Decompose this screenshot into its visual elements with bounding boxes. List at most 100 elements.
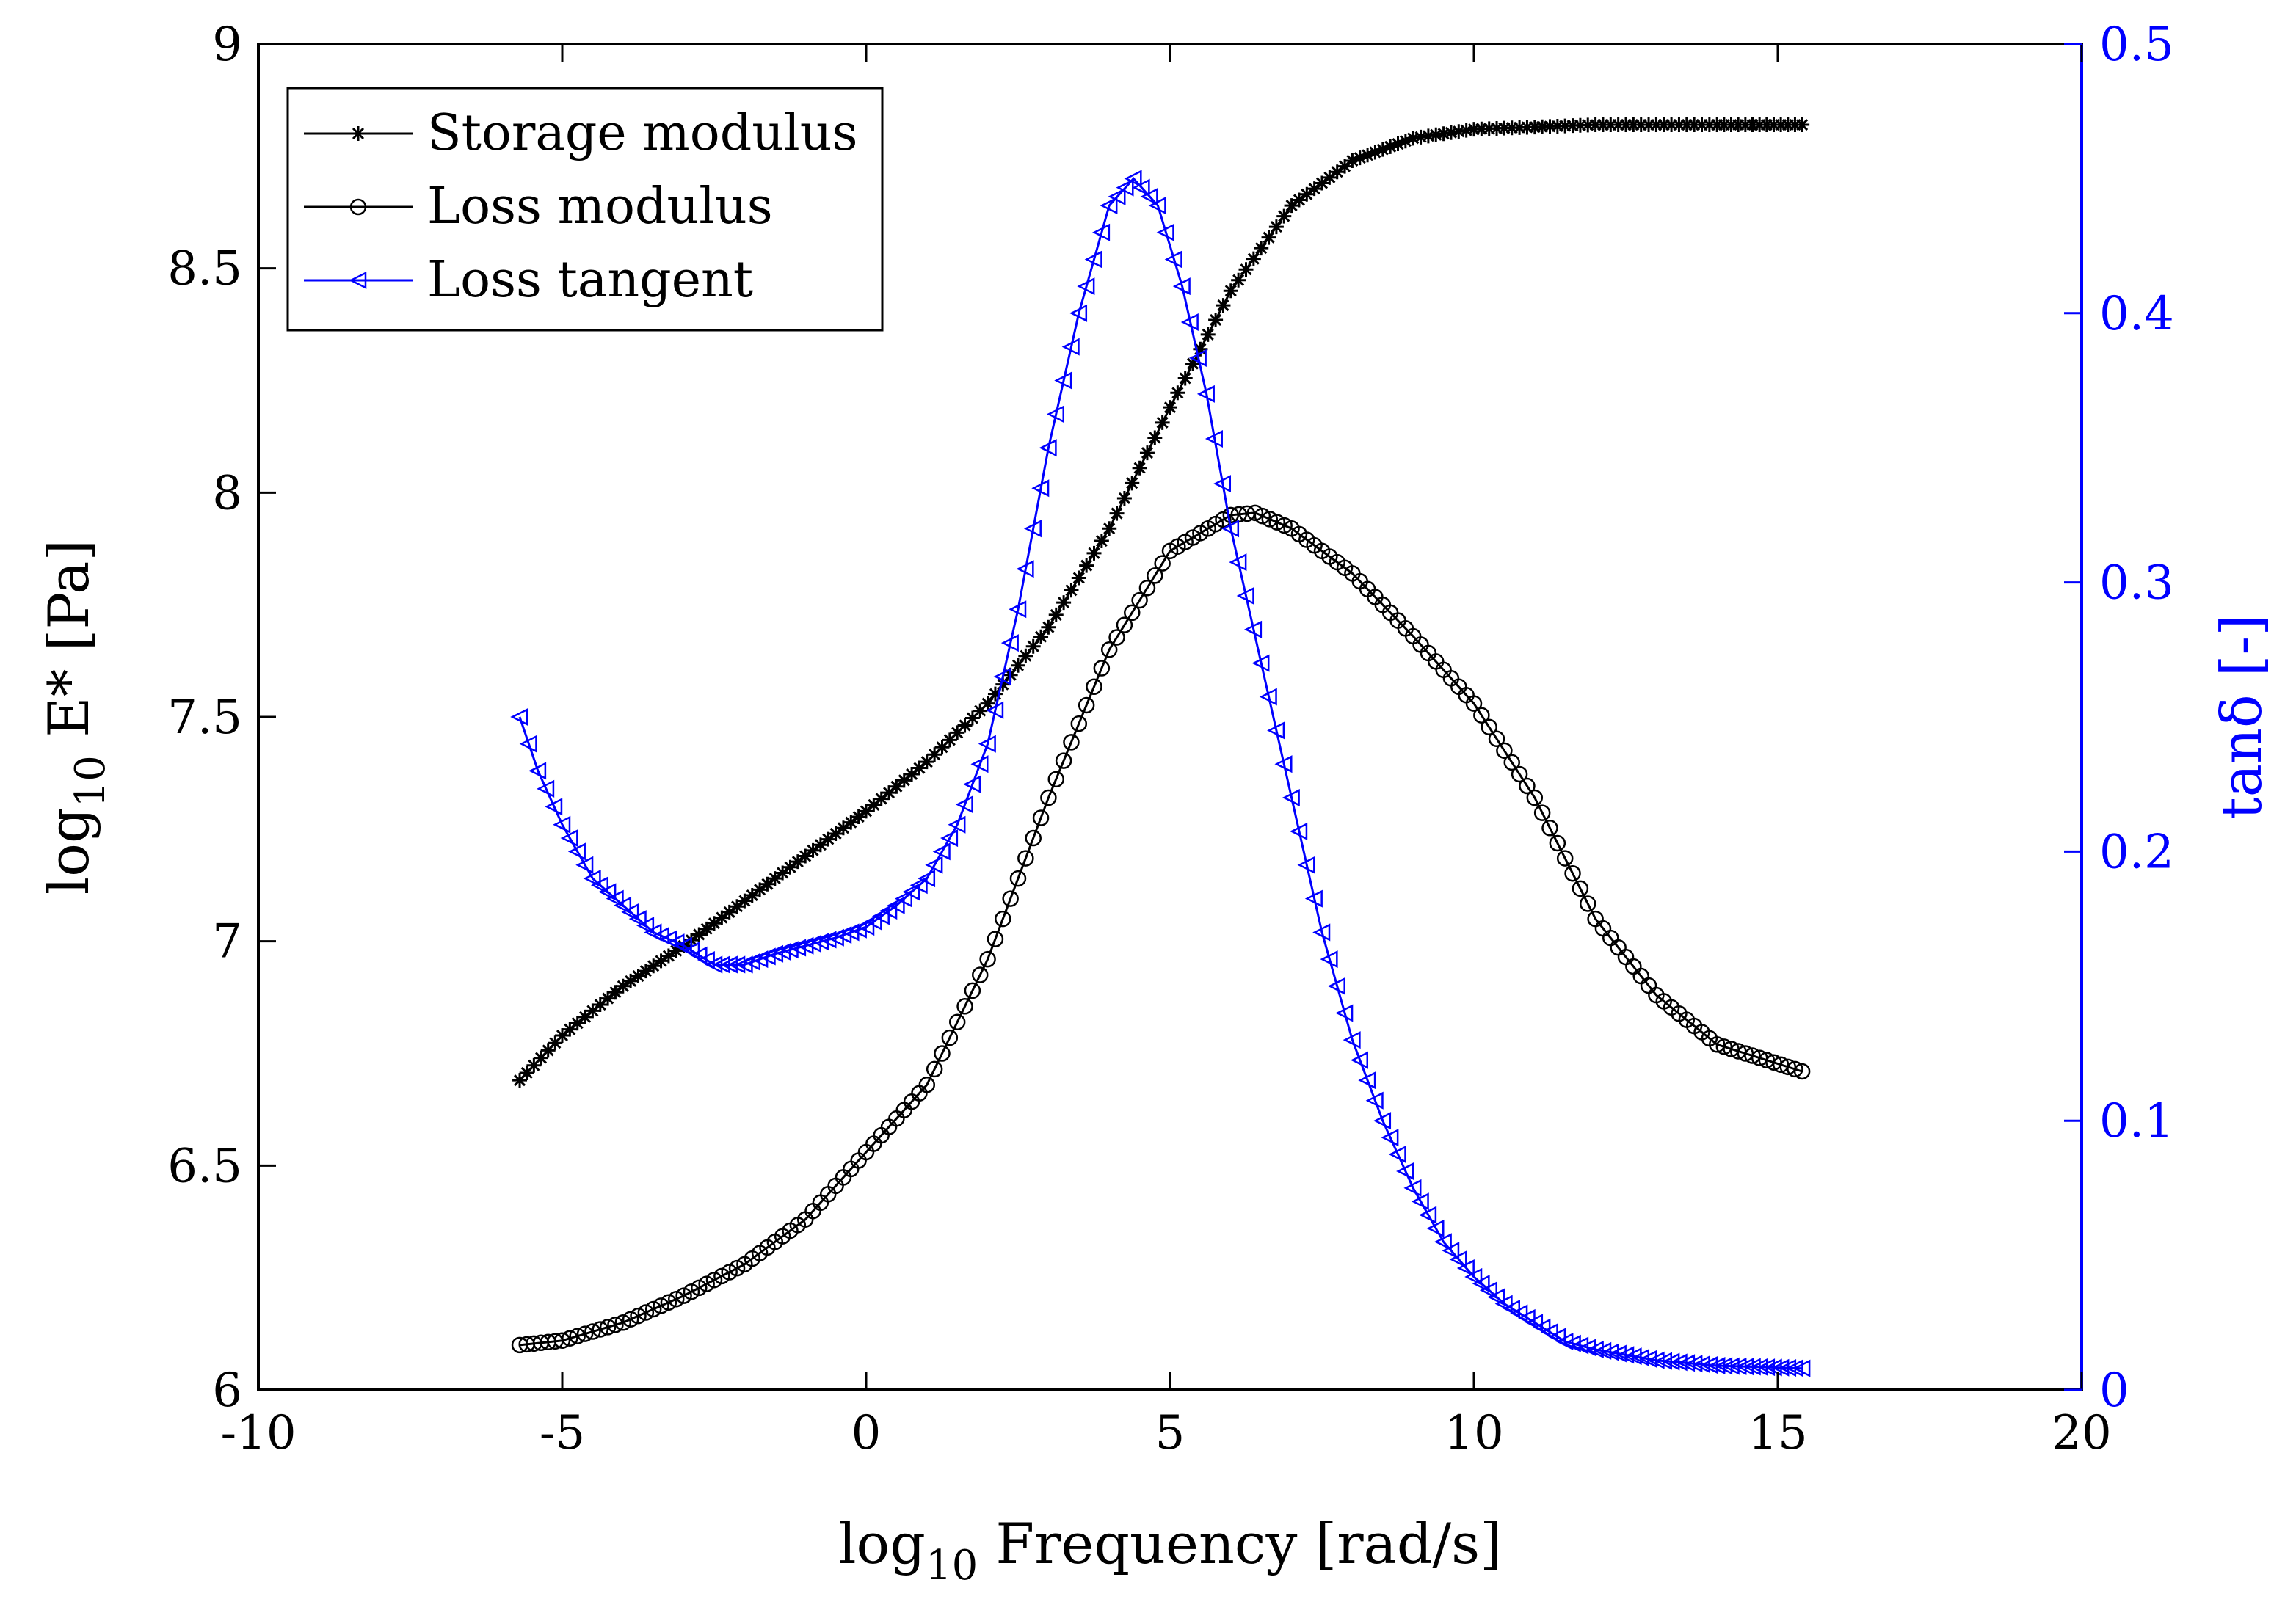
data-point [1472,1275,1490,1293]
data-point [1071,570,1086,586]
data-point [964,710,980,726]
data-point [638,964,653,979]
data-point [1795,117,1810,133]
data-point [760,876,775,892]
data-point [1656,117,1671,133]
data-point [691,1279,708,1297]
data-point [766,944,784,963]
data-point [1479,1281,1497,1300]
data-point [1503,754,1520,771]
data-point [1549,834,1566,852]
data-point [1626,117,1641,133]
data-point [1188,349,1207,367]
y2-tick-label: 0.4 [2099,287,2174,341]
data-point [1299,186,1315,202]
data-point [818,931,837,949]
data-point [859,804,873,819]
data-point [752,882,768,897]
data-point [1474,121,1489,136]
legend-marker [349,271,367,290]
data-point [608,985,623,1000]
data-point [857,918,875,936]
data-point [1594,1341,1612,1360]
data-point [1039,439,1057,457]
data-point [1555,1332,1574,1351]
data-point [1687,117,1702,133]
data-point [1261,230,1276,245]
data-point [1268,219,1284,235]
data-point [1411,1192,1429,1211]
data-point [1070,715,1088,732]
data-point [1061,338,1080,356]
data-point [653,1297,669,1314]
axes-layer: -10 -5 0 5 10 15 20 6 6.5 7 7.5 8 8.5 9 0 0.1 0.2 0.3 0.4 0… [167,18,2174,1460]
data-point [1793,1063,1811,1080]
data-point [1002,890,1019,907]
data-point [948,1013,966,1030]
data-point [1254,241,1269,256]
data-point [773,943,791,961]
data-point [1177,371,1193,386]
data-point [1578,1339,1596,1357]
data-point [1556,850,1574,867]
data-point [599,1319,617,1336]
data-point [1571,1336,1589,1355]
data-point [927,747,942,762]
data-point [1580,895,1596,912]
data-point [1390,136,1406,152]
data-point [955,795,973,814]
data-point [995,677,1011,692]
data-point [623,973,639,988]
data-point [534,1050,549,1066]
data-point [1032,809,1050,826]
data-point [871,907,890,925]
data-point [1367,145,1383,160]
data-point [1276,517,1293,534]
data-point [553,815,571,834]
data-point [980,696,995,711]
data-point [1131,591,1148,609]
data-point [737,893,752,909]
series-loss-tangent [510,170,1811,1377]
data-point [1011,658,1025,673]
data-point [1641,117,1657,133]
data-point [1701,117,1717,133]
data-point [510,707,528,727]
data-point [864,912,882,931]
data-point [1535,119,1550,134]
data-point [1282,789,1300,807]
data-point [562,1022,578,1037]
data-point [1077,277,1095,296]
data-point [950,725,965,740]
data-point [1406,131,1421,146]
y-axis-title-base: log [36,807,101,895]
data-point [699,921,714,936]
data-point [919,754,934,770]
data-point [1494,1295,1513,1313]
x-axis-title-base: log [838,1511,926,1576]
data-point [1467,122,1481,137]
data-point [887,896,905,914]
data-point [1671,117,1687,133]
data-point [1267,721,1285,740]
data-point [780,941,799,959]
data-point [555,1028,570,1044]
data-point [1185,356,1201,371]
data-point [1792,1359,1811,1377]
legend: Storage modulus Loss modulus Loss tangent [286,87,884,332]
data-point [1550,118,1565,134]
data-point [569,1328,586,1344]
data-point [1124,604,1141,622]
data-point [728,1259,746,1277]
data-point [986,701,1004,719]
data-point [934,1045,951,1062]
data-point [957,718,973,733]
series-line-loss-modulus [519,511,1803,1347]
data-point [790,854,805,870]
data-point [1327,977,1345,995]
data-point [1662,1352,1680,1371]
y2-tick-label: 0.2 [2099,825,2174,879]
x-tick-label: 15 [1748,1406,1807,1460]
data-point [1312,923,1331,942]
